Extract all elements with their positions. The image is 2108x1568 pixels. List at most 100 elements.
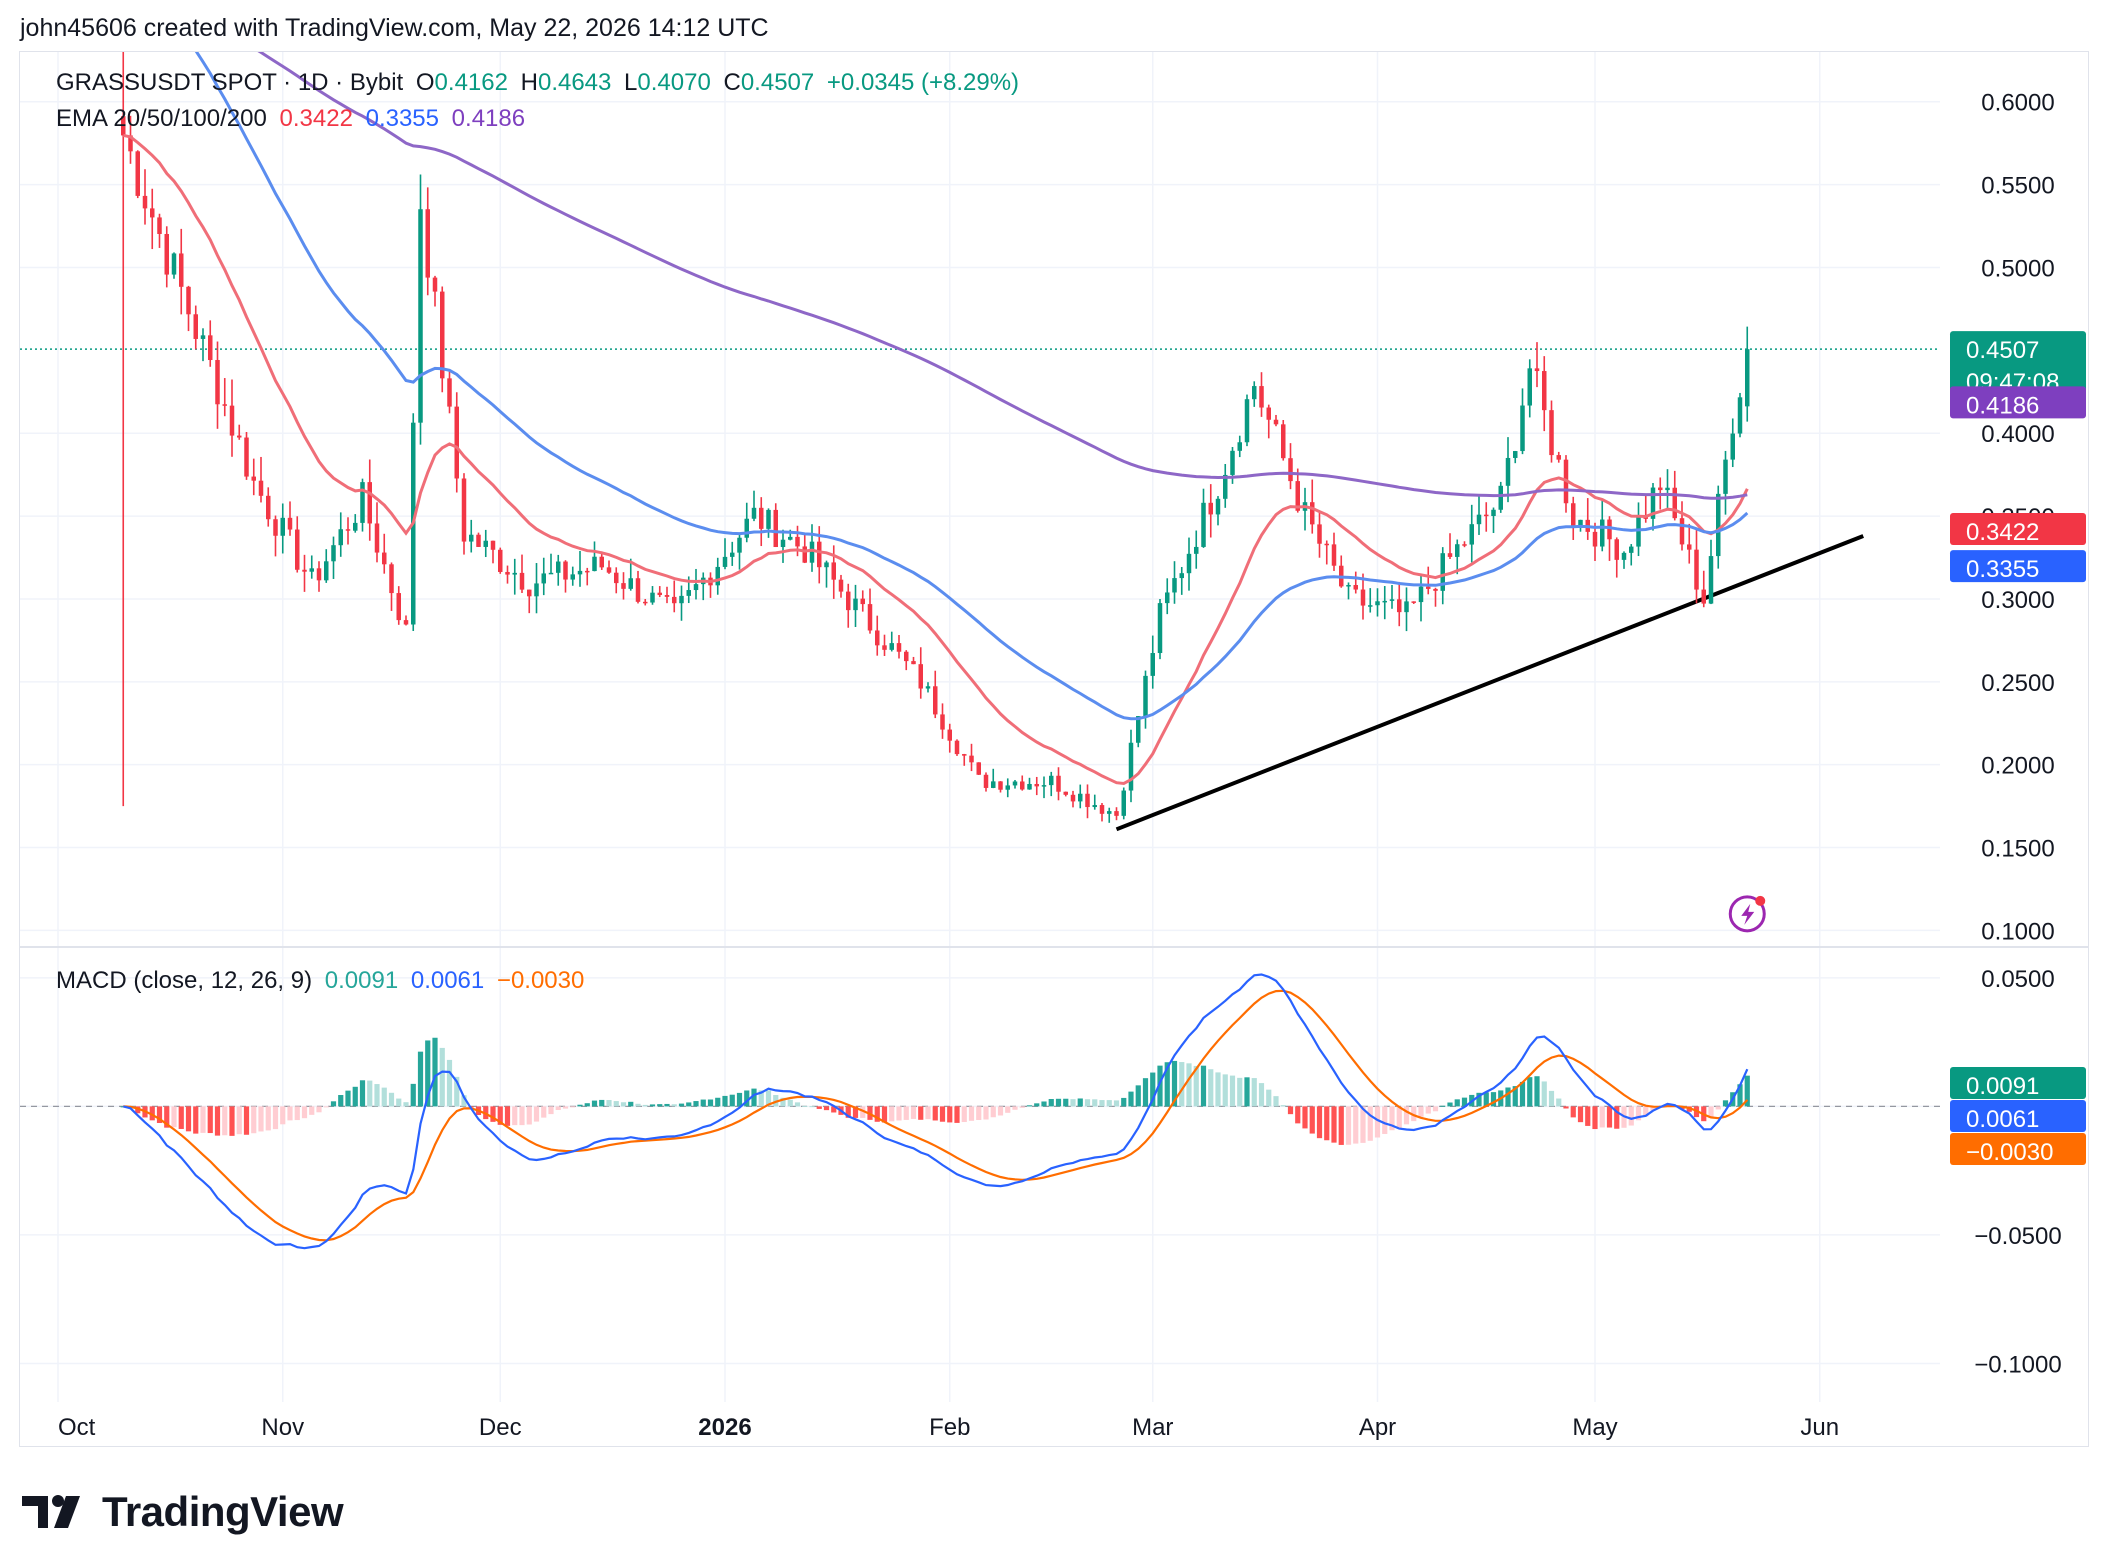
macd-hist-bar [533, 1106, 540, 1122]
candle-body [534, 583, 539, 597]
ema20-line [122, 133, 1749, 786]
macd-hist-bar [707, 1099, 714, 1107]
candle-body [215, 360, 220, 405]
candle-body [788, 536, 793, 540]
macd-hist-bar [1142, 1078, 1149, 1107]
macd-hist-bar [794, 1102, 801, 1107]
candle-body [1005, 785, 1010, 790]
macd-hist-bar [1512, 1086, 1518, 1107]
candle-body [585, 570, 590, 573]
macd-hist-bar [584, 1103, 590, 1107]
macd-hist-bar [1041, 1101, 1047, 1107]
candle-body [1360, 589, 1366, 606]
candle-body [838, 579, 844, 592]
macd-hist-bar [1113, 1100, 1120, 1107]
time-tick-label: Nov [261, 1414, 304, 1441]
macd-hist-bar [1251, 1078, 1257, 1107]
candle-body [208, 335, 213, 361]
badge-macd-line [1950, 1099, 2086, 1132]
candle-body [904, 651, 909, 662]
alert-icon[interactable] [1728, 895, 1766, 933]
macd-hist-bar [381, 1087, 387, 1107]
price-tick-label: 0.2000 [1981, 753, 2054, 780]
candle-body [577, 570, 583, 575]
macd-hist-bar [1128, 1091, 1134, 1107]
candle-body [911, 661, 916, 665]
macd-hist-bar [1483, 1092, 1489, 1107]
candle-body [1433, 588, 1438, 591]
candle-body [338, 529, 343, 546]
macd-hist-bar [1229, 1075, 1236, 1107]
price-tick-label: 0.5000 [1981, 255, 2054, 282]
candle-body [592, 556, 597, 572]
candle-body [1650, 487, 1656, 519]
macd-hist-bar [628, 1101, 634, 1107]
badge-last-price-text: 0.4507 [1966, 337, 2039, 364]
candle-body [635, 578, 641, 602]
macd-hist-bar [983, 1106, 989, 1120]
macd-hist-bar [1599, 1106, 1605, 1128]
candle-body [1179, 573, 1184, 579]
footer-brand[interactable]: TradingView [22, 1488, 344, 1536]
macd-hist-bar [1534, 1076, 1540, 1107]
macd-hist-bar [1476, 1092, 1482, 1107]
chart-area[interactable]: 0.60000.55000.50000.40000.35000.30000.25… [19, 51, 2089, 1447]
macd-hist-bar [802, 1105, 808, 1107]
time-tick-label: 2026 [698, 1414, 751, 1441]
chart-svg[interactable]: 0.60000.55000.50000.40000.35000.30000.25… [20, 52, 2088, 1446]
macd-hist-bar [1541, 1081, 1547, 1107]
candle-body [882, 645, 887, 650]
candle-body [1157, 603, 1163, 654]
macd-hist-bar [258, 1106, 264, 1132]
macd-hist-bar [512, 1106, 518, 1126]
candle-body [896, 643, 902, 652]
candle-body [983, 774, 989, 788]
candle-body [1041, 785, 1047, 787]
macd-hist-bar [1302, 1106, 1308, 1129]
candle-body [1592, 531, 1598, 547]
candle-body [1614, 539, 1619, 560]
candle-body [461, 478, 467, 542]
candle-body [519, 572, 525, 590]
macd-hist-bar [280, 1106, 286, 1125]
macd-hist-bar [185, 1106, 192, 1132]
macd-hist-bar [765, 1090, 772, 1107]
candle-body [824, 562, 829, 568]
candle-body [1027, 783, 1032, 790]
candle-body [1034, 783, 1039, 787]
macd-hist-bar [606, 1100, 612, 1107]
macd-hist-bar [1570, 1106, 1576, 1118]
macd-hist-bar [613, 1101, 619, 1107]
candle-body [1194, 546, 1199, 554]
macd-hist-bar [642, 1104, 648, 1107]
macd-hist-bar [780, 1097, 786, 1107]
macd-hist-bar [1150, 1072, 1156, 1107]
macd-tick-label: 0.0500 [1981, 966, 2054, 993]
macd-hist-bar [1077, 1098, 1083, 1107]
legend-ema-label[interactable]: EMA 20/50/100/200 [56, 105, 267, 132]
macd-hist-bar [149, 1106, 155, 1121]
candle-body [483, 540, 488, 547]
macd-hist-bar [1208, 1069, 1214, 1107]
candle-body [722, 556, 728, 567]
macd-hist-bar [860, 1106, 866, 1118]
macd-hist-bar [896, 1106, 902, 1121]
legend-macd-label[interactable]: MACD (close, 12, 26, 9) [56, 967, 313, 994]
candle-body [809, 541, 815, 563]
macd-hist-bar [1295, 1106, 1301, 1124]
macd-panel [120, 973, 1750, 1250]
price-badges: 0.450709:47:080.41860.34220.33550.00910.… [1950, 331, 2086, 1166]
candle-body [599, 556, 604, 568]
candle-body [396, 593, 401, 621]
candle-body [316, 568, 322, 581]
macd-hist-bar [845, 1106, 851, 1118]
candle-body [1520, 405, 1525, 452]
time-tick-label: Oct [58, 1414, 96, 1441]
macd-hist-bar [1635, 1106, 1642, 1121]
macd-hist-bar [1222, 1074, 1228, 1107]
macd-hist-bar [925, 1106, 931, 1120]
legend-symbol[interactable]: GRASSUSDT SPOT · 1D · Bybit [56, 69, 404, 96]
legend-macd-hist: 0.0091 [324, 967, 399, 994]
badge-macd-hist [1950, 1066, 2086, 1099]
macd-hist-bar [555, 1106, 561, 1110]
